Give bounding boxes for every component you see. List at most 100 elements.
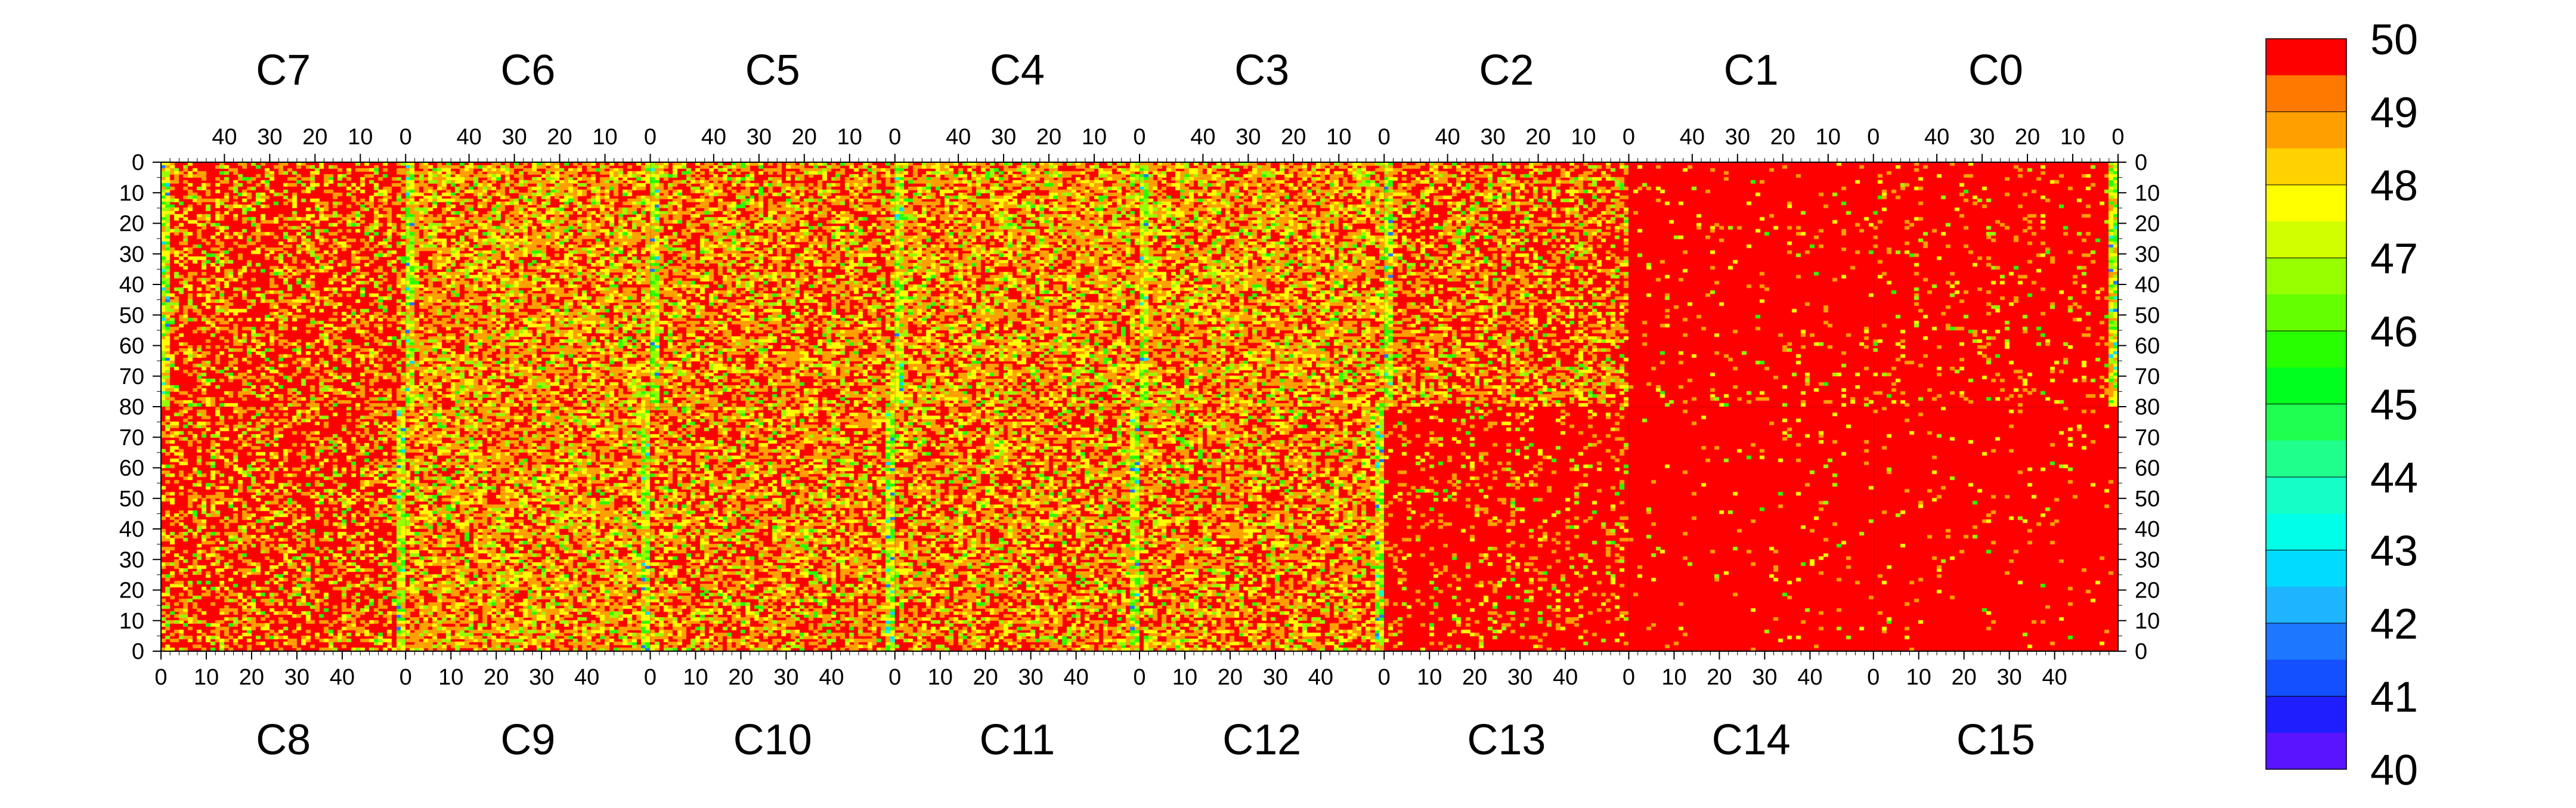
bottom-x-tick-label: 30 <box>1263 665 1288 690</box>
colorbar-band <box>2266 732 2346 770</box>
chip-label-c15: C15 <box>1956 716 2035 764</box>
top-x-tick-label: 10 <box>1326 125 1351 150</box>
colorbar-band <box>2266 185 2346 222</box>
y-tick-label-left: 70 <box>119 425 144 450</box>
y-tick-label-left: 0 <box>132 639 144 664</box>
heatmap-cells <box>161 162 2118 651</box>
bottom-x-tick-label: 0 <box>1867 665 1880 690</box>
chip-label-c14: C14 <box>1712 716 1791 764</box>
top-x-tick-label: 0 <box>1867 125 1880 150</box>
bottom-x-tick-label: 0 <box>1378 665 1391 690</box>
top-x-tick-label: 0 <box>1378 125 1391 150</box>
top-x-tick-label: 20 <box>1036 125 1061 150</box>
bottom-x-tick-label: 10 <box>1906 665 1931 690</box>
y-tick-label-left: 50 <box>119 487 144 512</box>
bottom-x-tick-label: 20 <box>1218 665 1243 690</box>
heatmap-plot-area <box>160 162 2119 652</box>
colorbar-band <box>2266 440 2346 478</box>
y-tick-label-left: 50 <box>119 303 144 328</box>
chip-label-c1: C1 <box>1724 47 1779 94</box>
y-tick-label-left: 80 <box>119 395 144 420</box>
y-tick-label-left: 20 <box>119 578 144 603</box>
bottom-chip-labels: C8 C9 C10 C11 C12 C13 C14 C15 <box>256 716 2035 764</box>
colorbar-label: 43 <box>2370 528 2418 575</box>
chip-label-c9: C9 <box>500 716 555 764</box>
top-x-tick-label: 40 <box>946 125 971 150</box>
y-tick-label-right: 70 <box>2135 364 2160 389</box>
colorbar-band <box>2266 112 2346 149</box>
y-tick-label-right: 10 <box>2135 181 2160 206</box>
top-x-tick-label: 0 <box>1623 125 1635 150</box>
chip-label-c8: C8 <box>256 716 311 764</box>
y-tick-label-right: 70 <box>2135 425 2160 450</box>
top-x-tick-label: 30 <box>1236 125 1261 150</box>
top-x-tick-label: 30 <box>1970 125 1995 150</box>
y-tick-label-left: 40 <box>119 517 144 542</box>
chip-label-c4: C4 <box>990 47 1045 94</box>
top-x-tick-label: 40 <box>456 125 481 150</box>
colorbar-label: 44 <box>2370 454 2418 502</box>
chip-label-c5: C5 <box>745 47 800 94</box>
bottom-x-tick-label: 20 <box>239 665 264 690</box>
colorbar-label: 50 <box>2370 16 2418 64</box>
bottom-x-tick-label: 0 <box>154 665 167 690</box>
bottom-x-tick-label: 40 <box>1308 665 1333 690</box>
bottom-x-tick-label: 40 <box>330 665 355 690</box>
y-tick-label-right: 20 <box>2135 212 2160 237</box>
bottom-x-tick-label: 0 <box>1133 665 1145 690</box>
bottom-x-tick-label: 10 <box>1172 665 1197 690</box>
colorbar-band <box>2266 696 2346 733</box>
chip-label-c2: C2 <box>1479 47 1534 94</box>
bottom-x-tick-label: 20 <box>1462 665 1487 690</box>
colorbar-band <box>2266 367 2346 404</box>
top-x-tick-label: 10 <box>1816 125 1841 150</box>
bottom-x-tick-label: 20 <box>728 665 753 690</box>
colorbar-label: 42 <box>2370 600 2418 648</box>
y-tick-label-left: 60 <box>119 334 144 359</box>
top-x-tick-label: 40 <box>1924 125 1949 150</box>
chip-label-c11: C11 <box>980 716 1055 764</box>
y-tick-label-right: 10 <box>2135 609 2160 634</box>
top-chip-labels: C7 C6 C5 C4 C3 C2 C1 C0 <box>256 47 2023 94</box>
bottom-x-tick-label: 30 <box>1507 665 1532 690</box>
colorbar-band <box>2266 623 2346 660</box>
y-tick-label-right: 60 <box>2135 456 2160 481</box>
colorbar-label: 41 <box>2370 674 2418 722</box>
top-x-tick-label: 40 <box>1680 125 1705 150</box>
top-x-tick-label: 20 <box>792 125 817 150</box>
bottom-x-tick-label: 30 <box>773 665 798 690</box>
colorbar-band <box>2266 513 2346 550</box>
chip-label-c6: C6 <box>500 47 555 94</box>
bottom-x-tick-label: 40 <box>1553 665 1578 690</box>
colorbar-band <box>2266 221 2346 258</box>
top-x-tick-label: 10 <box>1082 125 1107 150</box>
chip-label-c10: C10 <box>733 716 812 764</box>
y-tick-label-right: 50 <box>2135 303 2160 328</box>
bottom-x-tick-label: 20 <box>484 665 509 690</box>
colorbar-label: 47 <box>2370 236 2418 283</box>
y-tick-label-left: 10 <box>119 609 144 634</box>
top-x-tick-label: 10 <box>1571 125 1596 150</box>
bottom-x-tick-label: 20 <box>973 665 998 690</box>
top-x-tick-label: 20 <box>547 125 572 150</box>
bottom-x-tick-label: 10 <box>438 665 463 690</box>
chip-label-c0: C0 <box>1968 47 2023 94</box>
colorbar-band <box>2266 331 2346 368</box>
bottom-x-tick-label: 30 <box>1997 665 2022 690</box>
top-x-tick-label: 40 <box>1435 125 1460 150</box>
colorbar-band <box>2266 550 2346 587</box>
bottom-x-tick-label: 40 <box>574 665 599 690</box>
y-tick-label-left: 10 <box>119 181 144 206</box>
colorbar-band <box>2266 39 2346 76</box>
y-tick-label-left: 70 <box>119 364 144 389</box>
y-tick-label-right: 40 <box>2135 517 2160 542</box>
y-tick-label-right: 80 <box>2135 395 2160 420</box>
y-tick-label-right: 30 <box>2135 242 2160 267</box>
chip-label-c12: C12 <box>1222 716 1301 764</box>
chip-label-c13: C13 <box>1467 716 1546 764</box>
bottom-x-tick-label: 30 <box>1018 665 1044 690</box>
top-x-tick-label: 20 <box>302 125 327 150</box>
colorbar-label: 48 <box>2370 162 2418 210</box>
chip-label-c7: C7 <box>256 47 311 94</box>
